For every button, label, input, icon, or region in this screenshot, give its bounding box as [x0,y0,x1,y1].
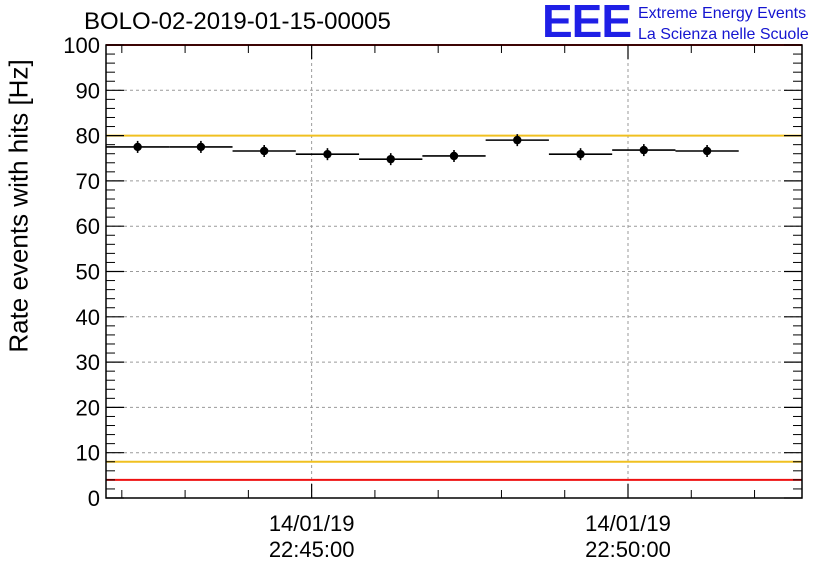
y-tick-label: 80 [76,124,100,149]
y-tick-label: 20 [76,395,100,420]
y-tick-label: 10 [76,441,100,466]
x-tick-date-label: 14/01/19 [585,511,671,536]
logo-tagline-2: La Scienza nelle Scuole [638,26,809,43]
data-point-marker [449,151,459,161]
data-point-marker [196,142,206,152]
x-tick-time-label: 22:50:00 [585,537,671,562]
chart-title: BOLO-02-2019-01-15-00005 [84,8,391,35]
data-point-marker [133,142,142,152]
axes: 010203040506070809010014/01/1922:45:0014… [63,33,802,562]
eee-logo: EEE Extreme Energy Events La Scienza nel… [542,0,832,47]
reference-lines [106,44,802,481]
data-point-marker [576,149,585,159]
y-tick-label: 40 [76,305,100,330]
logo-tagline-1: Extreme Energy Events [638,5,807,22]
y-tick-label: 100 [63,33,100,58]
y-tick-label: 0 [88,486,100,511]
data-points [106,134,739,166]
data-point-marker [323,149,332,159]
data-point-marker [702,146,712,156]
data-point-marker [513,135,522,145]
y-tick-label: 60 [76,214,100,239]
grid-lines [106,45,802,498]
y-tick-label: 70 [76,169,100,194]
data-point-marker [639,145,649,155]
eee-logo-mark: EEE [542,0,632,47]
x-tick-time-label: 22:45:00 [269,537,355,562]
y-tick-label: 50 [76,260,100,285]
y-tick-label: 30 [76,350,100,375]
x-tick-date-label: 14/01/19 [269,511,355,536]
data-point-marker [259,146,269,156]
data-point-marker [386,154,395,164]
y-tick-label: 90 [76,78,100,103]
